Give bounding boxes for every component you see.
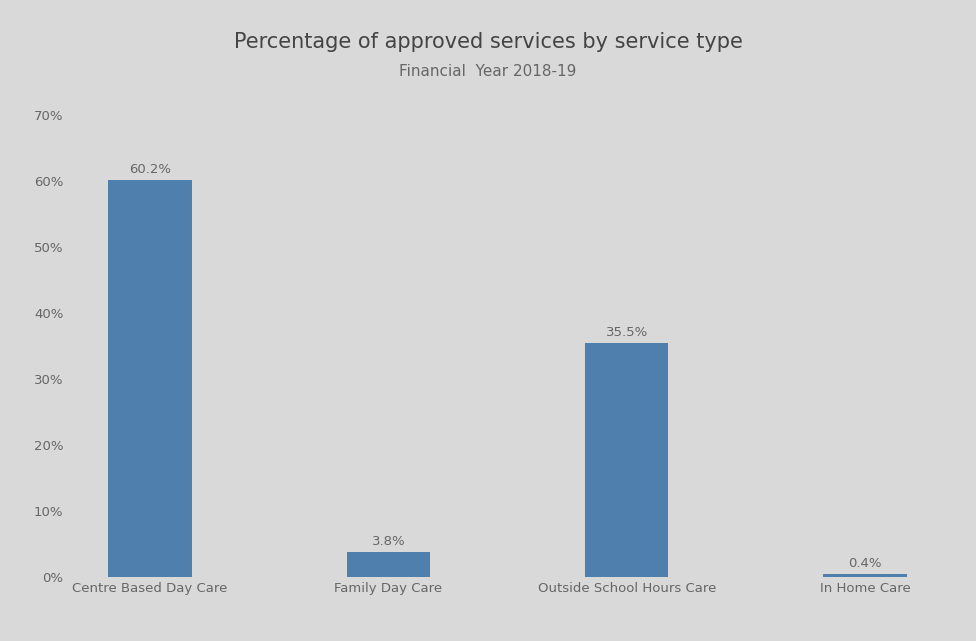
Text: 3.8%: 3.8%	[372, 535, 405, 548]
Bar	[585, 343, 669, 577]
Bar	[824, 574, 907, 577]
Bar	[346, 552, 430, 577]
Text: 60.2%: 60.2%	[129, 163, 171, 176]
Text: Financial  Year 2018-19: Financial Year 2018-19	[399, 64, 577, 79]
Bar	[108, 180, 191, 577]
Text: 0.4%: 0.4%	[848, 557, 882, 570]
Text: 35.5%: 35.5%	[605, 326, 648, 339]
Text: Percentage of approved services by service type: Percentage of approved services by servi…	[233, 32, 743, 52]
